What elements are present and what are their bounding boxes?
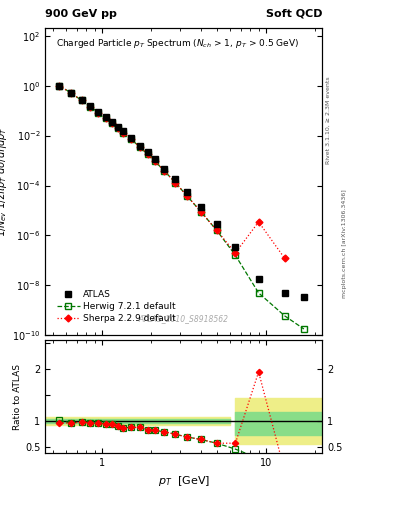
Sherpa 2.2.9 default — [110, 120, 114, 126]
Sherpa 2.2.9 default — [173, 180, 178, 186]
Y-axis label: Ratio to ATLAS: Ratio to ATLAS — [13, 364, 22, 430]
ATLAS — [173, 176, 178, 182]
Sherpa 2.2.9 default — [88, 103, 93, 110]
ATLAS — [152, 156, 157, 162]
ATLAS — [88, 103, 93, 110]
Sherpa 2.2.9 default — [116, 125, 120, 131]
Text: Charged Particle $p_T$ Spectrum ($N_{ch}$ > 1, $p_T$ > 0.5 GeV): Charged Particle $p_T$ Spectrum ($N_{ch}… — [56, 37, 299, 50]
ATLAS — [110, 119, 114, 125]
Herwig 7.2.1 default — [88, 103, 93, 110]
Herwig 7.2.1 default — [162, 168, 167, 174]
ATLAS — [57, 82, 62, 89]
ATLAS — [96, 109, 101, 115]
Sherpa 2.2.9 default — [233, 250, 238, 256]
Sherpa 2.2.9 default — [57, 83, 62, 89]
Text: Rivet 3.1.10, ≥ 2.3M events: Rivet 3.1.10, ≥ 2.3M events — [326, 76, 331, 164]
Herwig 7.2.1 default — [152, 158, 157, 164]
ATLAS — [214, 221, 219, 227]
ATLAS — [233, 244, 238, 250]
X-axis label: $p_T$  [GeV]: $p_T$ [GeV] — [158, 474, 210, 487]
Sherpa 2.2.9 default — [129, 136, 133, 142]
Herwig 7.2.1 default — [121, 130, 126, 136]
ATLAS — [185, 189, 189, 195]
Herwig 7.2.1 default — [185, 193, 189, 199]
Sherpa 2.2.9 default — [283, 255, 287, 262]
Sherpa 2.2.9 default — [162, 168, 167, 174]
Text: ATLAS_2010_S8918562: ATLAS_2010_S8918562 — [139, 314, 229, 323]
Herwig 7.2.1 default — [283, 313, 287, 319]
ATLAS — [103, 114, 108, 120]
Sherpa 2.2.9 default — [214, 227, 219, 233]
Herwig 7.2.1 default — [214, 227, 219, 233]
Herwig 7.2.1 default — [57, 82, 62, 89]
Herwig 7.2.1 default — [233, 252, 238, 259]
Herwig 7.2.1 default — [145, 152, 150, 158]
Herwig 7.2.1 default — [69, 90, 74, 96]
Sherpa 2.2.9 default — [185, 193, 189, 199]
Herwig 7.2.1 default — [138, 144, 142, 150]
ATLAS — [283, 290, 287, 296]
Sherpa 2.2.9 default — [121, 130, 126, 136]
ATLAS — [198, 204, 203, 210]
Herwig 7.2.1 default — [79, 97, 84, 103]
Sherpa 2.2.9 default — [79, 97, 84, 103]
Herwig 7.2.1 default — [173, 180, 178, 186]
Text: 900 GeV pp: 900 GeV pp — [45, 9, 117, 19]
Sherpa 2.2.9 default — [198, 208, 203, 215]
ATLAS — [162, 165, 167, 172]
Sherpa 2.2.9 default — [96, 110, 101, 116]
Line: Herwig 7.2.1 default: Herwig 7.2.1 default — [56, 82, 307, 332]
Herwig 7.2.1 default — [256, 290, 261, 296]
Text: mcplots.cern.ch [arXiv:1306.3436]: mcplots.cern.ch [arXiv:1306.3436] — [342, 189, 347, 297]
Herwig 7.2.1 default — [96, 110, 101, 116]
Legend: ATLAS, Herwig 7.2.1 default, Sherpa 2.2.9 default: ATLAS, Herwig 7.2.1 default, Sherpa 2.2.… — [55, 289, 178, 325]
Sherpa 2.2.9 default — [145, 152, 150, 158]
ATLAS — [116, 124, 120, 130]
Herwig 7.2.1 default — [301, 326, 306, 332]
Y-axis label: $1/N_{ev}\ 1/2\pi p_T\ d\sigma/d\eta dp_T$: $1/N_{ev}\ 1/2\pi p_T\ d\sigma/d\eta dp_… — [0, 126, 9, 237]
Sherpa 2.2.9 default — [256, 219, 261, 225]
ATLAS — [301, 294, 306, 300]
Herwig 7.2.1 default — [198, 208, 203, 215]
Text: Soft QCD: Soft QCD — [266, 9, 322, 19]
ATLAS — [121, 128, 126, 134]
Sherpa 2.2.9 default — [69, 90, 74, 96]
Herwig 7.2.1 default — [110, 120, 114, 126]
ATLAS — [138, 142, 142, 148]
Herwig 7.2.1 default — [129, 136, 133, 142]
Line: Sherpa 2.2.9 default: Sherpa 2.2.9 default — [57, 83, 287, 261]
Line: ATLAS: ATLAS — [56, 82, 307, 300]
ATLAS — [256, 276, 261, 282]
ATLAS — [145, 150, 150, 156]
ATLAS — [129, 135, 133, 141]
Sherpa 2.2.9 default — [138, 144, 142, 150]
ATLAS — [79, 97, 84, 103]
Herwig 7.2.1 default — [116, 125, 120, 131]
ATLAS — [69, 90, 74, 96]
Sherpa 2.2.9 default — [152, 158, 157, 164]
Herwig 7.2.1 default — [103, 115, 108, 121]
Sherpa 2.2.9 default — [103, 115, 108, 121]
